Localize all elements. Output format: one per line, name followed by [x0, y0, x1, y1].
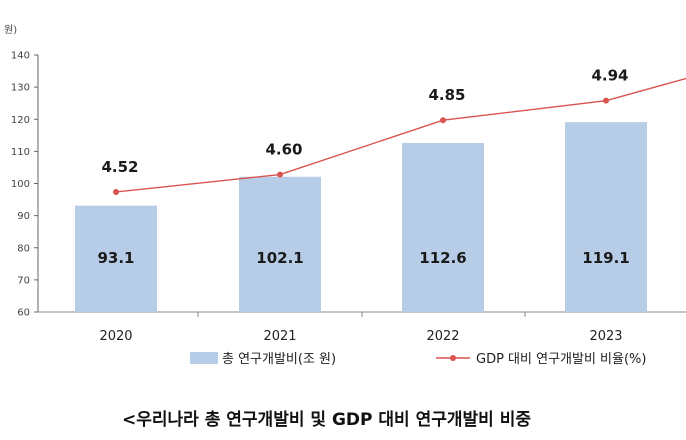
- ratio-value-label: 4.85: [428, 86, 465, 104]
- y-tick-label: 70: [17, 275, 30, 286]
- x-tick-label: 2022: [426, 329, 459, 344]
- ratio-value-label: 4.60: [265, 141, 302, 159]
- bar-value-label: 102.1: [256, 249, 303, 267]
- y-tick-label: 60: [17, 308, 30, 319]
- x-tick-label: 2023: [589, 329, 622, 344]
- bar-value-label: 93.1: [97, 249, 134, 267]
- line-series: 4.52 4.60 4.85 4.94: [101, 67, 686, 195]
- y-axis-unit: 원): [4, 24, 17, 36]
- ratio-value-label: 4.94: [591, 67, 628, 85]
- y-tick-label: 140: [11, 51, 30, 62]
- bar: [75, 205, 157, 312]
- x-tick-label: 2020: [99, 329, 132, 344]
- y-tick-label: 120: [11, 115, 30, 126]
- ratio-point: [277, 171, 283, 178]
- legend-swatch-marker: [450, 355, 456, 361]
- legend-label-line: GDP 대비 연구개발비 비율(%): [476, 352, 646, 367]
- legend-swatch-bar: [190, 352, 218, 364]
- legend: 총 연구개발비(조 원) GDP 대비 연구개발비 비율(%): [190, 352, 646, 367]
- y-tick-label: 130: [11, 83, 30, 94]
- y-axis-ticks: 60 70 80 90 100 110 120 130 140: [11, 51, 38, 319]
- bar: [402, 143, 484, 312]
- y-tick-label: 90: [17, 211, 30, 222]
- ratio-value-label: 4.52: [101, 158, 138, 176]
- bar-value-label: 119.1: [582, 249, 629, 267]
- y-tick-label: 110: [11, 147, 30, 158]
- legend-label-bar: 총 연구개발비(조 원): [222, 352, 336, 367]
- x-tick-label: 2021: [263, 329, 296, 344]
- chart-caption: <우리나라 총 연구개발비 및 GDP 대비 연구개발비 비중: [122, 410, 531, 430]
- ratio-point: [440, 117, 446, 124]
- y-tick-label: 80: [17, 243, 30, 254]
- bar: [565, 122, 647, 312]
- y-tick-label: 100: [11, 179, 30, 190]
- bar: [239, 176, 321, 312]
- bar-value-label: 112.6: [419, 249, 466, 267]
- ratio-point: [113, 188, 119, 195]
- ratio-point: [603, 97, 609, 104]
- x-axis-ticks: 2020 2021 2022 2023: [99, 312, 623, 344]
- bar-series: 93.1 102.1 112.6 119.1: [75, 122, 647, 312]
